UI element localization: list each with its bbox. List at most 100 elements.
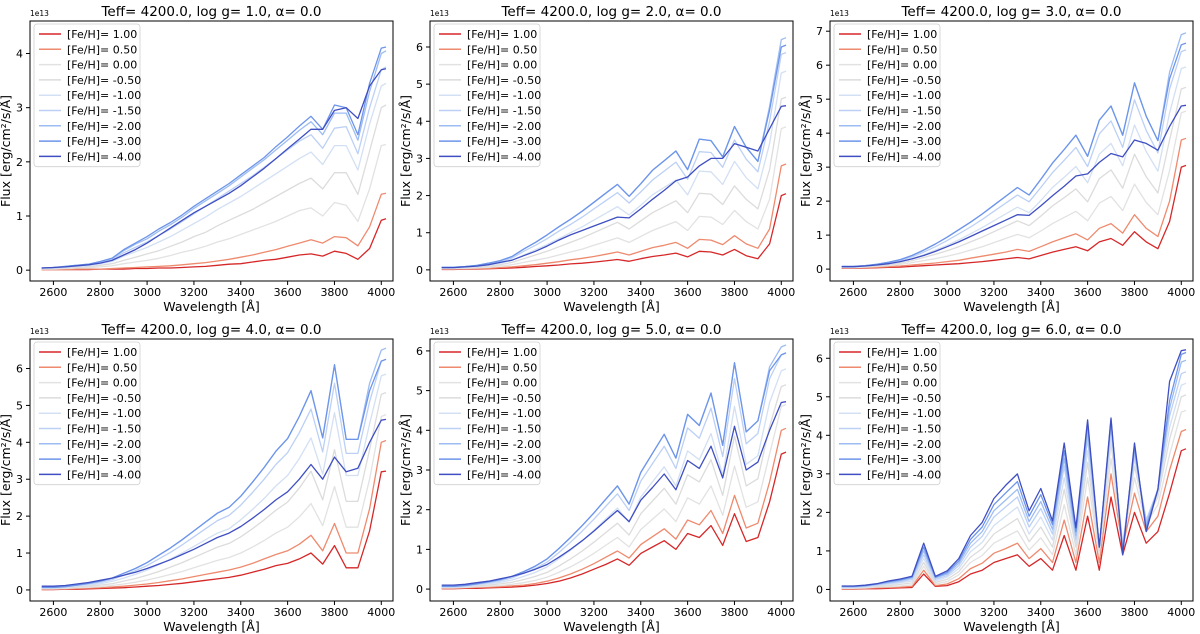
legend-label: [Fe/H]= 0.00 bbox=[867, 377, 937, 390]
legend-label: [Fe/H]= 0.00 bbox=[67, 59, 137, 72]
legend-label: [Fe/H]= -0.50 bbox=[867, 74, 941, 87]
y-tick-label: 3 bbox=[416, 464, 423, 477]
y-axis-label: Flux [erg/cm²/s/Å] bbox=[798, 414, 813, 526]
axes-frame bbox=[829, 20, 1194, 282]
series-group bbox=[441, 37, 787, 271]
y-tick-label: 3 bbox=[816, 161, 823, 174]
y-tick-label: 6 bbox=[816, 59, 823, 72]
legend-label: [Fe/H]= 1.00 bbox=[467, 346, 537, 359]
x-axis-label: Wavelength [Å] bbox=[563, 619, 659, 634]
y-tick-label: 0 bbox=[816, 263, 823, 276]
y-tick-label: 6 bbox=[416, 345, 423, 358]
x-tick-label: 3200 bbox=[180, 286, 208, 299]
scale-label: 1e13 bbox=[430, 9, 449, 18]
legend-label: [Fe/H]= 1.00 bbox=[867, 346, 937, 359]
scale-label: 1e13 bbox=[830, 9, 849, 18]
legend-label: [Fe/H]= -1.50 bbox=[67, 423, 141, 436]
series-line-3 bbox=[441, 384, 787, 589]
y-tick-label: 1 bbox=[816, 229, 823, 242]
x-axis-label: Wavelength [Å] bbox=[963, 299, 1059, 314]
legend-label: [Fe/H]= -1.50 bbox=[467, 423, 541, 436]
axes-frame bbox=[829, 338, 1194, 602]
legend-box bbox=[433, 341, 541, 486]
x-tick-label: 3600 bbox=[1074, 286, 1102, 299]
y-tick-label: 6 bbox=[816, 352, 823, 365]
x-tick-label: 3000 bbox=[133, 286, 161, 299]
x-tick-label: 3400 bbox=[627, 606, 655, 619]
y-tick-label: 1 bbox=[16, 547, 23, 560]
y-tick-label: 4 bbox=[16, 436, 23, 449]
y-axis-label: Flux [erg/cm²/s/Å] bbox=[398, 414, 413, 526]
series-line-4 bbox=[441, 368, 787, 588]
y-tick-label: 4 bbox=[16, 48, 23, 61]
legend-label: [Fe/H]= -3.00 bbox=[467, 453, 541, 466]
x-tick-label: 3000 bbox=[933, 606, 961, 619]
y-tick-label: 5 bbox=[16, 399, 23, 412]
scale-label: 1e13 bbox=[30, 327, 49, 336]
legend-label: [Fe/H]= -2.00 bbox=[867, 438, 941, 451]
series-group bbox=[41, 46, 387, 271]
subplot-title: Teff= 4200.0, log g= 5.0, α= 0.0 bbox=[500, 322, 721, 338]
series-group bbox=[841, 32, 1187, 270]
subplot-title: Teff= 4200.0, log g= 2.0, α= 0.0 bbox=[500, 4, 721, 20]
series-line-8 bbox=[41, 418, 387, 587]
x-tick-label: 4000 bbox=[1167, 606, 1195, 619]
x-tick-label: 3600 bbox=[674, 606, 702, 619]
x-tick-label: 3800 bbox=[1120, 286, 1148, 299]
subplot-4: Teff= 4200.0, log g= 4.0, α= 0.0 2600 2800… bbox=[0, 322, 395, 634]
series-line-3 bbox=[41, 104, 387, 270]
x-tick-label: 2800 bbox=[86, 606, 114, 619]
series-line-3 bbox=[841, 394, 1187, 589]
legend-label: [Fe/H]= -3.00 bbox=[467, 135, 541, 148]
legend-box bbox=[433, 23, 541, 168]
legend: [Fe/H]= 1.00 [Fe/H]= 0.50 [Fe/H]= 0.00 [Fe/… bbox=[433, 341, 541, 486]
series-line-5 bbox=[41, 358, 387, 589]
y-tick-label: 6 bbox=[16, 363, 23, 376]
x-tick-label: 3400 bbox=[1027, 606, 1055, 619]
series-line-0 bbox=[841, 448, 1187, 590]
y-tick-label: 5 bbox=[416, 78, 423, 91]
y-tick-label: 3 bbox=[816, 468, 823, 481]
subplot-2: Teff= 4200.0, log g= 2.0, α= 0.0 2600 2800… bbox=[398, 4, 795, 314]
legend-label: [Fe/H]= -2.00 bbox=[467, 438, 541, 451]
y-tick-label: 0 bbox=[16, 584, 23, 597]
x-tick-label: 3600 bbox=[274, 606, 302, 619]
x-tick-label: 3400 bbox=[1027, 286, 1055, 299]
legend-label: [Fe/H]= -3.00 bbox=[867, 135, 941, 148]
legend: [Fe/H]= 1.00 [Fe/H]= 0.50 [Fe/H]= 0.00 [Fe/… bbox=[833, 341, 941, 486]
legend-label: [Fe/H]= 0.50 bbox=[867, 361, 937, 374]
x-tick-label: 3000 bbox=[533, 286, 561, 299]
series-line-2 bbox=[41, 413, 387, 590]
y-tick-label: 4 bbox=[416, 424, 423, 437]
y-tick-label: 3 bbox=[416, 152, 423, 165]
axes-frame bbox=[29, 20, 394, 282]
series-line-3 bbox=[841, 86, 1187, 269]
x-tick-label: 3200 bbox=[980, 606, 1008, 619]
series-line-7 bbox=[841, 42, 1187, 268]
legend-label: [Fe/H]= -3.00 bbox=[867, 453, 941, 466]
x-tick-label: 2600 bbox=[439, 286, 467, 299]
x-tick-label: 3400 bbox=[227, 606, 255, 619]
subplot-6: Teff= 4200.0, log g= 6.0, α= 0.0 2600 2800… bbox=[798, 322, 1195, 634]
x-tick-label: 4000 bbox=[767, 606, 795, 619]
legend-label: [Fe/H]= 1.00 bbox=[67, 346, 137, 359]
series-line-8 bbox=[441, 401, 787, 586]
x-tick-label: 3800 bbox=[320, 286, 348, 299]
legend: [Fe/H]= 1.00 [Fe/H]= 0.50 [Fe/H]= 0.00 [Fe/… bbox=[833, 23, 941, 168]
series-line-2 bbox=[841, 409, 1187, 589]
legend-label: [Fe/H]= -0.50 bbox=[867, 392, 941, 405]
series-line-1 bbox=[41, 192, 387, 271]
x-tick-label: 3800 bbox=[320, 606, 348, 619]
series-line-8 bbox=[841, 104, 1187, 268]
y-axis-label: Flux [erg/cm²/s/Å] bbox=[0, 414, 13, 526]
legend-label: [Fe/H]= -1.00 bbox=[867, 89, 941, 102]
x-tick-label: 2600 bbox=[39, 606, 67, 619]
x-tick-label: 3800 bbox=[720, 286, 748, 299]
x-tick-label: 2600 bbox=[839, 286, 867, 299]
legend-label: [Fe/H]= -1.00 bbox=[67, 89, 141, 102]
y-tick-label: 2 bbox=[816, 506, 823, 519]
legend-label: [Fe/H]= -4.00 bbox=[467, 150, 541, 163]
axes-frame bbox=[29, 338, 394, 602]
x-axis-label: Wavelength [Å] bbox=[963, 619, 1059, 634]
